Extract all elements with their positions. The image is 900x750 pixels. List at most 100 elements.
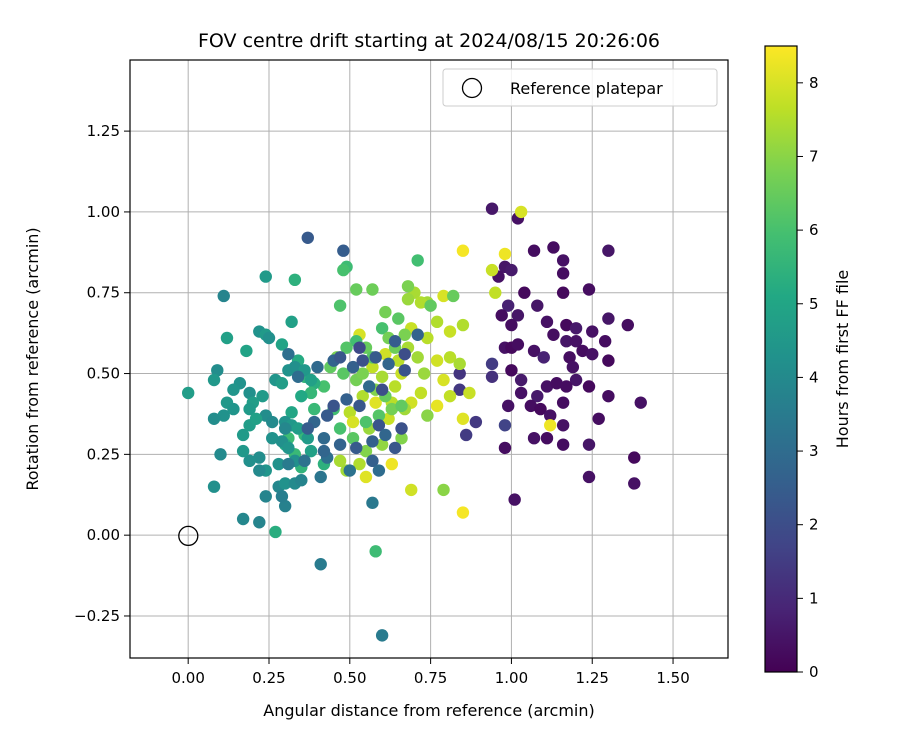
data-point [304, 444, 318, 458]
data-point [262, 331, 276, 345]
data-point [430, 315, 444, 329]
data-point [259, 270, 272, 283]
data-point [359, 444, 373, 458]
data-point [569, 322, 583, 335]
data-point [359, 470, 373, 484]
data-point [540, 380, 554, 393]
data-point [544, 419, 557, 432]
data-point [333, 422, 347, 435]
data-point [375, 383, 389, 396]
x-tick-label: 1.50 [656, 669, 689, 687]
data-point [346, 431, 360, 445]
data-point [220, 331, 234, 345]
data-point [401, 280, 415, 293]
data-point [181, 386, 195, 400]
data-point [514, 205, 528, 219]
data-point [537, 351, 550, 364]
data-point [253, 464, 266, 477]
data-point [369, 545, 382, 558]
data-point [346, 415, 360, 429]
data-point [314, 558, 327, 571]
data-point [395, 431, 408, 445]
data-point [582, 438, 596, 451]
data-point [424, 299, 437, 312]
data-point [372, 409, 386, 422]
data-point [366, 454, 379, 468]
data-point [333, 299, 347, 312]
data-point [586, 347, 599, 361]
data-point [544, 409, 557, 422]
legend-reference-marker-icon [461, 77, 483, 99]
data-point [253, 451, 266, 464]
data-point [243, 386, 256, 400]
data-point [463, 386, 476, 400]
colorbar-tick-label: 8 [809, 74, 819, 92]
data-point [556, 396, 570, 409]
data-point [353, 457, 366, 471]
data-point [282, 441, 295, 455]
data-point [333, 438, 347, 451]
data-point [385, 402, 399, 416]
x-tick-label: 0.00 [171, 669, 204, 687]
data-point [582, 380, 596, 393]
data-point [356, 389, 369, 403]
data-point [375, 438, 389, 451]
data-point [540, 431, 554, 445]
colorbar: 0 1 2 3 4 5 6 7 8 Hours from first FF file [764, 45, 852, 681]
data-point [240, 344, 253, 358]
data-point [375, 370, 389, 383]
data-point [489, 286, 502, 299]
x-tick-label: 0.25 [252, 669, 285, 687]
data-point [304, 386, 318, 400]
data-point [447, 289, 460, 303]
data-point [353, 399, 366, 413]
data-point [356, 354, 369, 367]
data-point [414, 296, 428, 309]
data-point [628, 451, 641, 464]
data-point [343, 464, 357, 477]
data-point [214, 448, 227, 461]
data-point [256, 389, 269, 403]
data-point [456, 506, 470, 519]
data-point [282, 457, 295, 471]
x-axis-label: Angular distance from reference (arcmin) [263, 701, 594, 720]
y-tick-label: 1.00 [87, 203, 120, 221]
colorbar-tick-label: 3 [809, 442, 819, 460]
data-point [350, 441, 363, 455]
data-point [295, 474, 308, 487]
data-point [634, 396, 647, 409]
colorbar-tick-label: 1 [809, 589, 819, 607]
data-point [524, 399, 538, 413]
y-tick-label: 0.00 [87, 526, 120, 544]
data-point [505, 263, 518, 277]
data-point [527, 344, 541, 358]
data-point [569, 335, 583, 348]
data-point [602, 244, 615, 257]
data-point [401, 293, 415, 306]
data-point [211, 364, 224, 377]
data-point [560, 335, 573, 348]
data-point [485, 370, 499, 383]
colorbar-gradient [764, 45, 798, 673]
data-point [547, 328, 560, 341]
y-tick-label: 1.25 [87, 122, 120, 140]
data-point [266, 415, 279, 429]
data-point [398, 364, 411, 377]
data-point [556, 419, 570, 432]
data-point [382, 357, 395, 371]
data-point [243, 402, 256, 416]
data-point [411, 328, 424, 341]
data-point [288, 273, 302, 287]
data-point [301, 431, 314, 445]
data-point [505, 318, 518, 332]
data-point [395, 422, 408, 435]
data-point [275, 377, 289, 390]
data-point [337, 367, 350, 380]
x-tick-label: 1.25 [576, 669, 609, 687]
data-point [343, 406, 357, 419]
data-point [217, 289, 230, 303]
data-point [518, 286, 531, 299]
data-point [379, 347, 392, 361]
data-point [563, 351, 576, 364]
